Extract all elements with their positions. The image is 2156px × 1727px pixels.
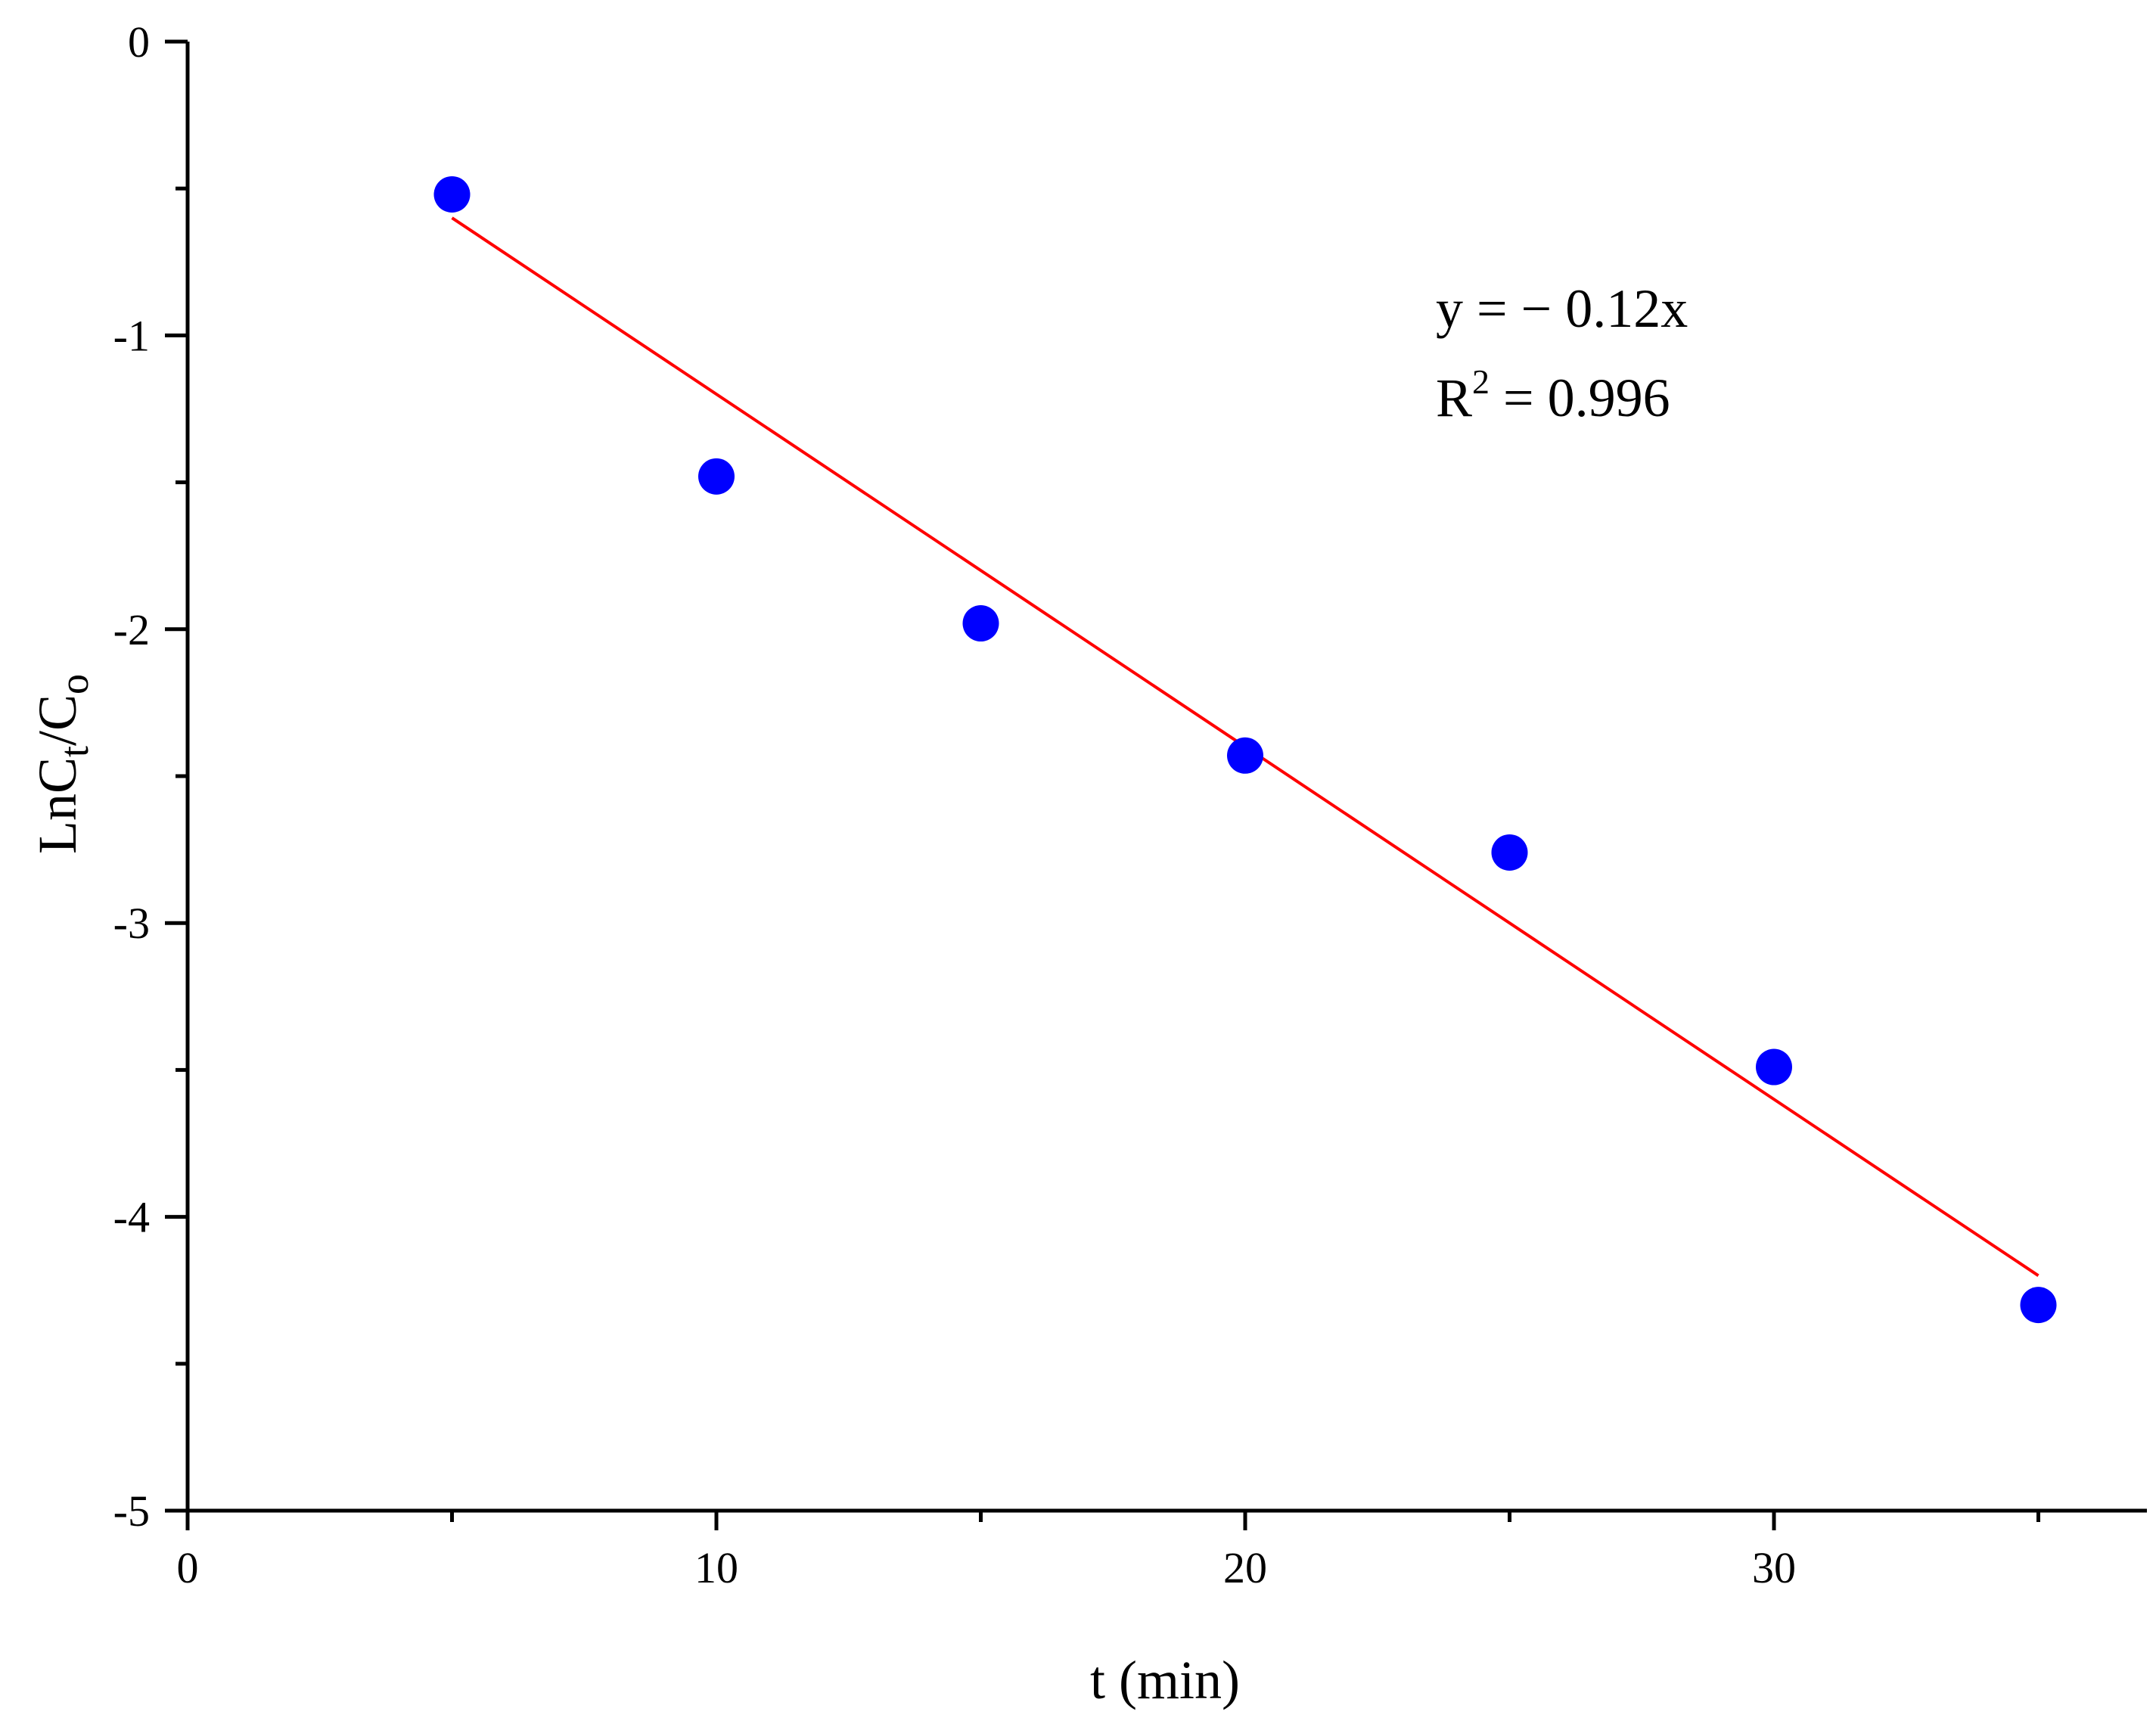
r-squared-annotation: R2 = 0.996: [1436, 362, 1670, 428]
y-tick-label: -3: [113, 899, 150, 948]
x-tick-label: 0: [177, 1543, 199, 1592]
equation-annotation: y = − 0.12x: [1436, 278, 1688, 339]
y-axis-title-sub-t: t: [51, 746, 97, 757]
data-point: [1756, 1048, 1792, 1086]
data-points: [433, 175, 2057, 1324]
y-tick-label: -4: [113, 1193, 150, 1242]
y-axis-title: LnCt/Co: [27, 674, 97, 854]
x-tick-label: 20: [1223, 1543, 1267, 1592]
data-point: [2020, 1287, 2057, 1324]
data-point: [433, 175, 471, 213]
y-tick-label: -2: [113, 605, 150, 654]
y-axis-title-sub-o: o: [51, 674, 97, 694]
axis-tick-labels: 0 10 20 30 0 -1 -2 -3 -4 -5: [113, 17, 1796, 1592]
r-squared-superscript: 2: [1472, 362, 1490, 401]
y-tick-label: -5: [113, 1486, 150, 1536]
axis-ticks: [165, 39, 2040, 1530]
x-tick-label: 30: [1752, 1543, 1796, 1592]
data-point: [1227, 737, 1263, 774]
x-axis-title: t (min): [1090, 1650, 1240, 1710]
x-tick-label: 10: [694, 1543, 738, 1592]
y-tick-label: 0: [128, 17, 150, 67]
y-tick-label: -1: [113, 311, 150, 360]
y-axis-title-base: LnC: [27, 757, 88, 854]
axes: [185, 42, 2147, 1513]
y-axis-title-sep: /C: [27, 694, 88, 746]
data-point: [962, 605, 999, 642]
r-squared-value: = 0.996: [1490, 368, 1670, 428]
data-point: [1491, 834, 1528, 871]
data-point: [698, 458, 735, 495]
r-squared-base: R: [1436, 368, 1472, 428]
